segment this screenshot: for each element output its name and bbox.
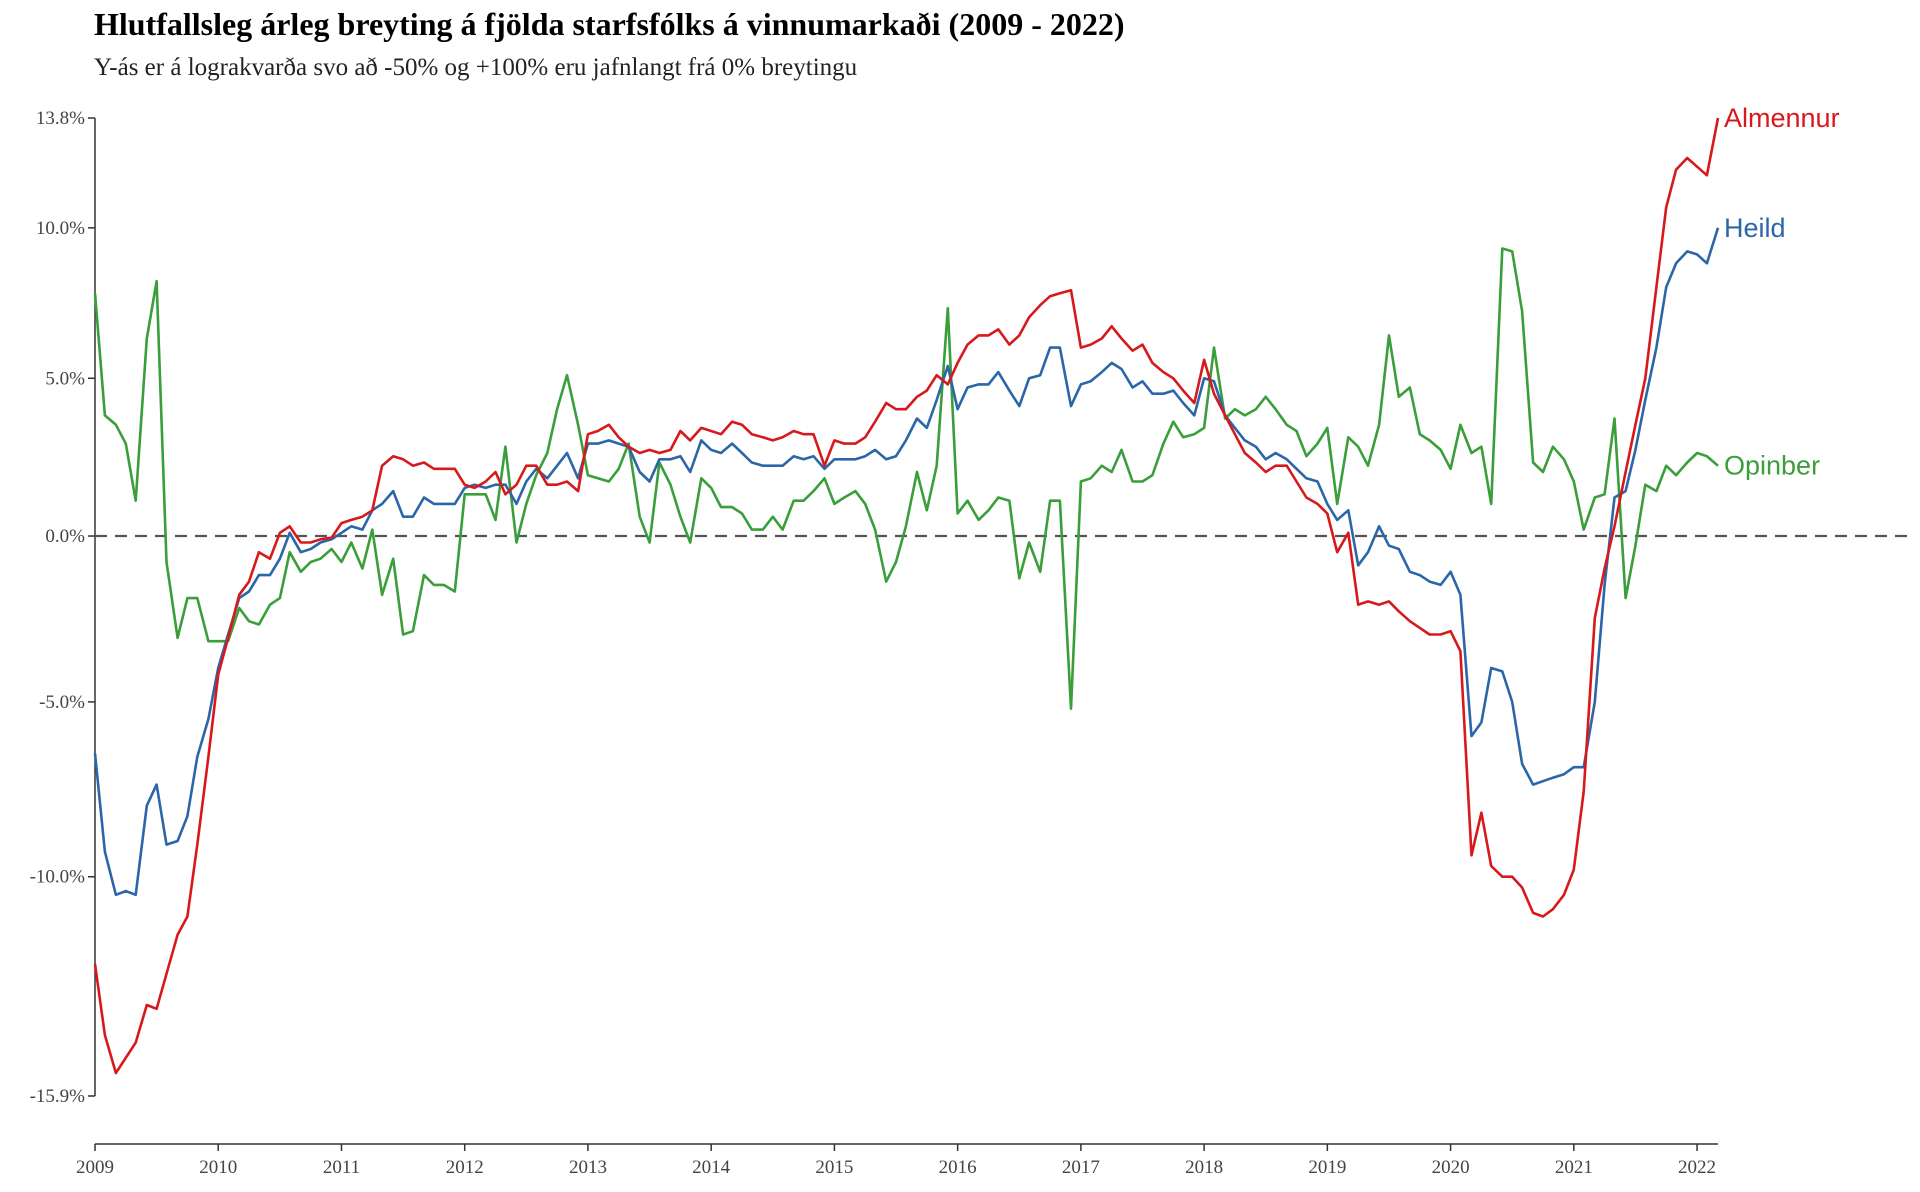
y-tick-label: -5.0%	[39, 692, 85, 713]
y-tick-label: 13.8%	[36, 108, 85, 129]
y-tick-label: 5.0%	[45, 368, 85, 389]
x-tick-label: 2020	[1432, 1157, 1470, 1178]
x-tick-label: 2012	[446, 1157, 484, 1178]
series-label-opinber: Opinber	[1724, 451, 1820, 481]
x-tick-label: 2019	[1308, 1157, 1346, 1178]
x-tick-label: 2010	[199, 1157, 237, 1178]
y-tick-label: 10.0%	[36, 218, 85, 239]
x-tick-label: 2015	[815, 1157, 853, 1178]
y-tick-label: -15.9%	[30, 1086, 86, 1107]
x-tick-label: 2011	[323, 1157, 360, 1178]
series-line-opinber	[93, 247, 1719, 710]
x-tick-label: 2018	[1185, 1157, 1223, 1178]
series-label-heild: Heild	[1724, 213, 1786, 243]
series-label-almennur: Almennur	[1724, 103, 1840, 133]
x-tick-label: 2017	[1062, 1157, 1100, 1178]
chart-title: Hlutfallsleg árleg breyting á fjölda sta…	[94, 6, 1125, 42]
x-tick-label: 2013	[569, 1157, 607, 1178]
axes: 13.8% 10.0% 5.0% 0.0% -5.0% -10.0% -15.9% 2009 2…	[30, 108, 1718, 1178]
series-lines	[93, 117, 1720, 1075]
y-tick-label: -10.0%	[30, 867, 86, 888]
x-tick-label: 2021	[1555, 1157, 1593, 1178]
x-tick-label: 2009	[76, 1157, 114, 1178]
x-tick-label: 2016	[939, 1157, 977, 1178]
chart-subtitle: Y-ás er á lograkvarða svo að -50% og +10…	[94, 54, 858, 81]
series-line-almennur	[93, 117, 1720, 1075]
y-tick-label: 0.0%	[45, 526, 85, 547]
x-tick-label: 2022	[1678, 1157, 1716, 1178]
series-labels: Opinber Heild Almennur	[1724, 103, 1840, 481]
x-tick-label: 2014	[692, 1157, 731, 1178]
series-line-heild	[93, 227, 1720, 897]
